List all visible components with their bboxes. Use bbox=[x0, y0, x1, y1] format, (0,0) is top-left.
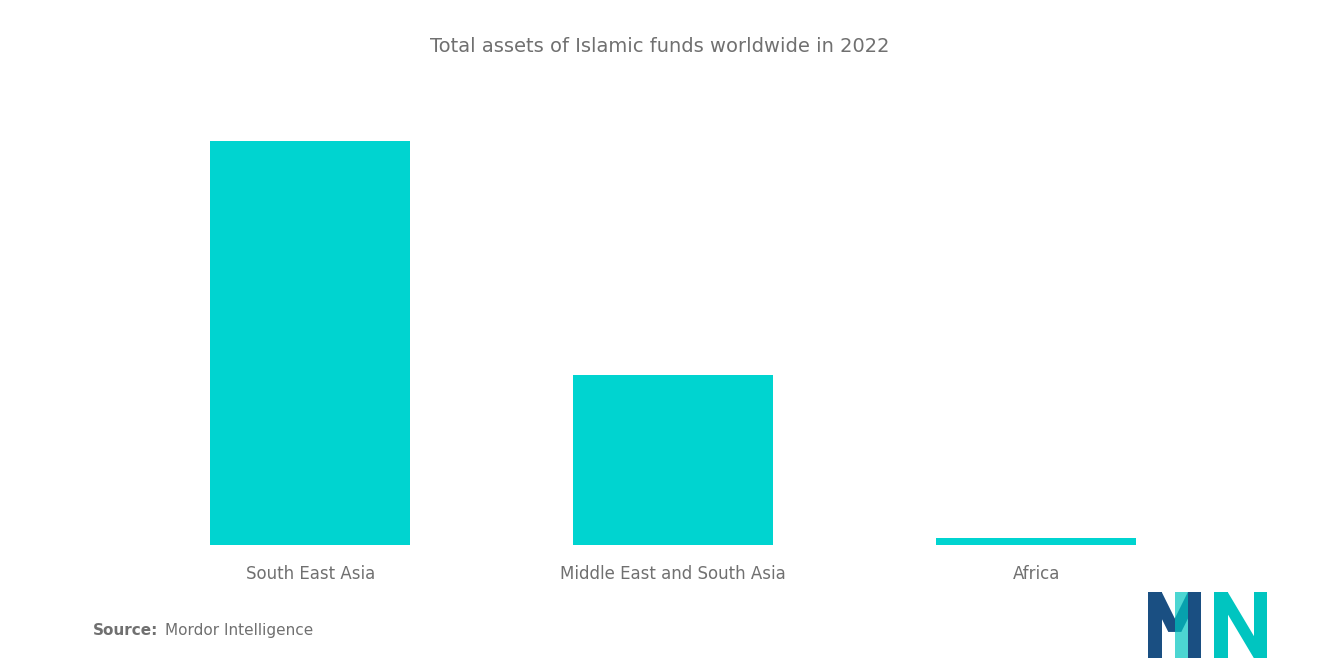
Bar bbox=[936, 538, 1137, 545]
Polygon shape bbox=[1148, 592, 1181, 632]
Polygon shape bbox=[1214, 592, 1228, 658]
Polygon shape bbox=[1254, 592, 1267, 658]
Polygon shape bbox=[1148, 592, 1162, 658]
Text: Source:: Source: bbox=[92, 623, 158, 638]
Polygon shape bbox=[1175, 592, 1188, 658]
Bar bbox=[573, 375, 774, 545]
Bar bbox=[210, 140, 411, 545]
Text: Total assets of Islamic funds worldwide in 2022: Total assets of Islamic funds worldwide … bbox=[430, 37, 890, 56]
Polygon shape bbox=[1214, 592, 1267, 658]
Polygon shape bbox=[1188, 592, 1201, 658]
Text: Mordor Intelligence: Mordor Intelligence bbox=[165, 623, 313, 638]
Polygon shape bbox=[1168, 592, 1201, 632]
